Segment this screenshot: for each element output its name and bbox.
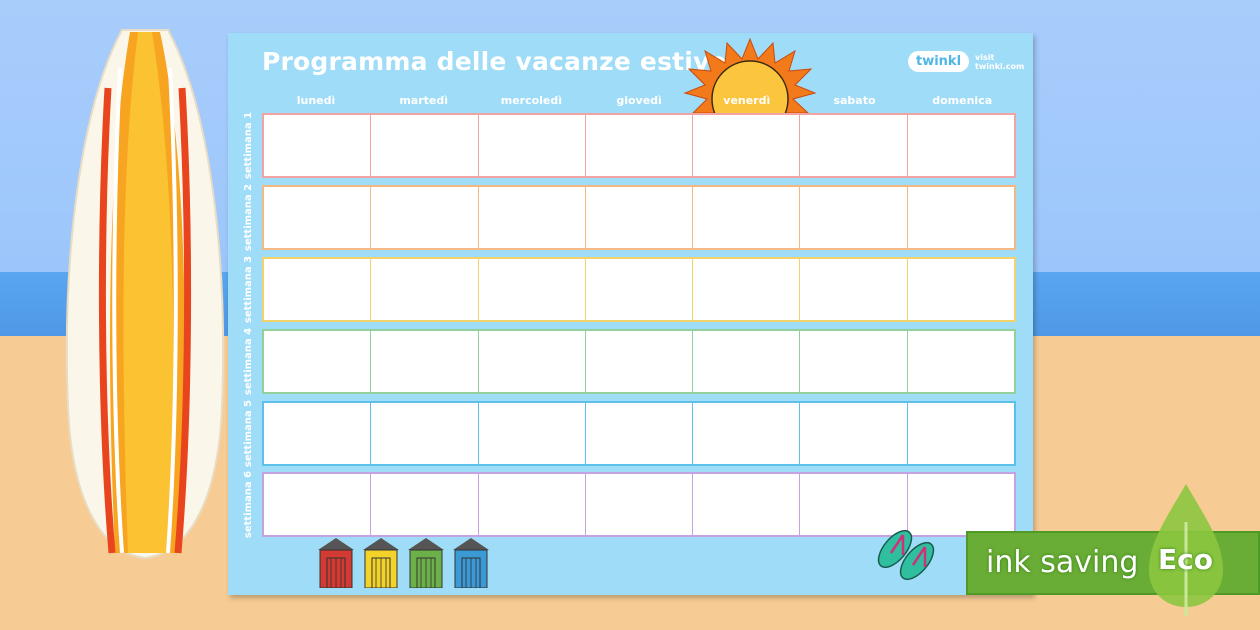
day-cell[interactable] bbox=[800, 187, 908, 248]
day-header: martedì bbox=[399, 94, 449, 107]
day-header: venerdì bbox=[723, 94, 771, 107]
twinkl-logo[interactable]: twinkl visit twinkl.com bbox=[908, 51, 1033, 72]
week-label-text: settimana 2 bbox=[243, 183, 255, 252]
week-row bbox=[262, 257, 1016, 322]
day-cell[interactable] bbox=[585, 474, 694, 535]
week-label-text: settimana 1 bbox=[243, 111, 255, 180]
week-label: settimana 6 bbox=[232, 470, 266, 539]
week-row bbox=[262, 401, 1016, 466]
day-cell[interactable] bbox=[907, 331, 1014, 392]
holiday-planner-sheet: Programma delle vacanze estive twinkl vi… bbox=[228, 33, 1033, 595]
day-cell[interactable] bbox=[585, 187, 694, 248]
day-cell[interactable] bbox=[478, 474, 586, 535]
week-row bbox=[262, 472, 1016, 537]
flip-flops-icon bbox=[877, 529, 935, 581]
day-cell[interactable] bbox=[907, 259, 1014, 320]
week-label: settimana 4 bbox=[232, 327, 266, 396]
day-cell[interactable] bbox=[371, 115, 479, 176]
twinkl-logo-mark: twinkl bbox=[908, 51, 970, 72]
day-cell[interactable] bbox=[264, 259, 372, 320]
day-cell[interactable] bbox=[800, 331, 908, 392]
sun-illustration bbox=[683, 37, 817, 113]
day-header: sabato bbox=[833, 94, 876, 107]
beach-hut-icon bbox=[408, 538, 444, 588]
week-row bbox=[262, 185, 1016, 250]
week-label: settimana 1 bbox=[232, 111, 266, 180]
twinkl-link[interactable]: visit twinkl.com bbox=[975, 52, 1025, 71]
day-cell[interactable] bbox=[907, 187, 1014, 248]
day-cell[interactable] bbox=[264, 115, 372, 176]
day-cell[interactable] bbox=[371, 403, 479, 464]
day-cell[interactable] bbox=[478, 187, 586, 248]
ink-saving-label: ink saving bbox=[986, 545, 1139, 580]
day-cell[interactable] bbox=[907, 115, 1014, 176]
day-cell[interactable] bbox=[585, 331, 694, 392]
day-header: domenica bbox=[932, 94, 993, 107]
page-title: Programma delle vacanze estive bbox=[262, 47, 727, 76]
week-label-text: settimana 6 bbox=[243, 470, 255, 539]
day-cell[interactable] bbox=[264, 403, 372, 464]
day-cell[interactable] bbox=[907, 474, 1014, 535]
week-label-text: settimana 4 bbox=[243, 327, 255, 396]
day-cell[interactable] bbox=[585, 259, 694, 320]
day-cell[interactable] bbox=[371, 187, 479, 248]
beach-hut-icon bbox=[318, 538, 354, 588]
day-cell[interactable] bbox=[264, 331, 372, 392]
beach-hut-icon bbox=[453, 538, 489, 588]
week-label: settimana 5 bbox=[232, 399, 266, 468]
week-label: settimana 3 bbox=[232, 255, 266, 324]
day-cell[interactable] bbox=[478, 403, 586, 464]
day-cell[interactable] bbox=[800, 115, 908, 176]
day-cell[interactable] bbox=[693, 187, 801, 248]
week-label: settimana 2 bbox=[232, 183, 266, 252]
eco-label: Eco bbox=[1158, 543, 1213, 576]
day-cell[interactable] bbox=[264, 187, 372, 248]
week-row bbox=[262, 113, 1016, 178]
day-cell[interactable] bbox=[800, 474, 908, 535]
day-cell[interactable] bbox=[693, 403, 801, 464]
day-cell[interactable] bbox=[371, 259, 479, 320]
day-cell[interactable] bbox=[478, 259, 586, 320]
surfboard-illustration bbox=[65, 29, 225, 560]
day-cell[interactable] bbox=[800, 259, 908, 320]
day-cell[interactable] bbox=[693, 474, 801, 535]
day-cell[interactable] bbox=[585, 403, 694, 464]
day-cell[interactable] bbox=[478, 331, 586, 392]
beach-huts-illustration bbox=[316, 536, 491, 588]
day-cell[interactable] bbox=[907, 403, 1014, 464]
eco-leaf-icon bbox=[1149, 484, 1223, 616]
day-cell[interactable] bbox=[371, 331, 479, 392]
day-cell[interactable] bbox=[800, 403, 908, 464]
day-header: giovedì bbox=[616, 94, 662, 107]
day-cell[interactable] bbox=[264, 474, 372, 535]
day-cell[interactable] bbox=[693, 115, 801, 176]
week-row bbox=[262, 329, 1016, 394]
day-header: mercoledì bbox=[500, 94, 563, 107]
beach-hut-icon bbox=[363, 538, 399, 588]
week-label-text: settimana 3 bbox=[243, 255, 255, 324]
day-cell[interactable] bbox=[693, 259, 801, 320]
day-cell[interactable] bbox=[478, 115, 586, 176]
day-cell[interactable] bbox=[371, 474, 479, 535]
day-cell[interactable] bbox=[585, 115, 694, 176]
day-cell[interactable] bbox=[693, 331, 801, 392]
day-header: lunedì bbox=[296, 94, 336, 107]
week-label-text: settimana 5 bbox=[243, 399, 255, 468]
